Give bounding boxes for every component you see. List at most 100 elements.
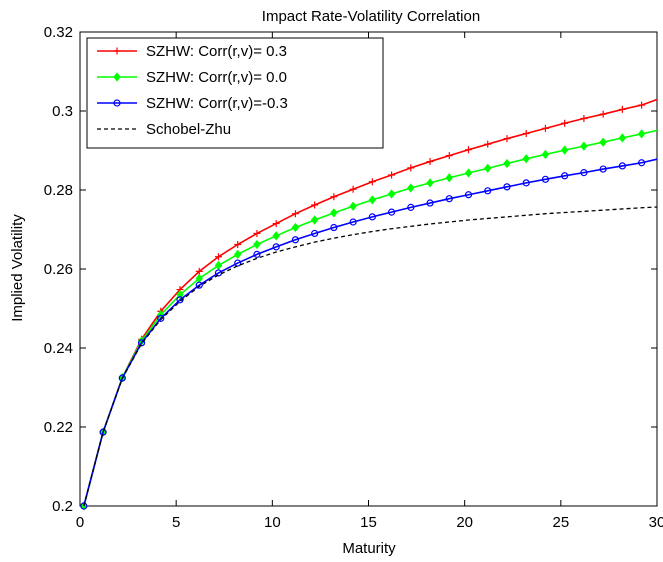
data-point	[580, 115, 588, 123]
data-point	[291, 210, 299, 218]
data-point	[445, 195, 453, 203]
x-tick-label: 30	[649, 514, 663, 531]
series-0	[80, 98, 658, 510]
data-point	[541, 124, 549, 132]
series-group	[80, 98, 658, 511]
legend: SZHW: Corr(r,v)= 0.3 SZHW: Corr(r,v)= 0.0…	[86, 37, 384, 149]
data-point	[349, 201, 357, 211]
data-point	[137, 339, 146, 347]
data-point	[387, 208, 396, 216]
data-point	[541, 149, 550, 160]
data-point	[330, 208, 338, 218]
data-point	[118, 374, 126, 382]
data-point	[368, 213, 376, 221]
data-point	[195, 281, 203, 289]
data-point	[426, 158, 434, 166]
data-point	[330, 193, 338, 201]
data-point	[368, 178, 376, 186]
data-point	[368, 195, 377, 205]
data-point	[253, 229, 261, 237]
data-point	[561, 119, 569, 127]
data-point	[560, 145, 569, 155]
data-point	[599, 137, 607, 147]
data-point	[272, 243, 280, 251]
data-point	[618, 162, 626, 170]
data-point	[522, 154, 530, 164]
series-1	[80, 129, 658, 511]
legend-entry: SZHW: Corr(r,v)=-0.3	[97, 95, 288, 112]
y-tick-label: 0.22	[44, 419, 73, 436]
data-point	[484, 187, 492, 195]
data-point	[407, 183, 415, 193]
data-point	[503, 158, 511, 169]
data-point	[445, 173, 453, 183]
x-tick-label: 10	[264, 514, 281, 531]
data-point	[234, 259, 242, 267]
data-point	[272, 220, 280, 228]
data-point	[637, 129, 646, 139]
data-point	[195, 267, 203, 275]
data-point	[157, 314, 165, 322]
y-tick-label: 0.32	[44, 24, 73, 41]
data-point	[291, 236, 300, 244]
y-tick-label: 0.26	[44, 261, 73, 278]
data-point	[349, 218, 357, 226]
data-point	[253, 250, 261, 258]
data-point	[214, 253, 222, 261]
data-point	[80, 502, 88, 510]
legend-label: SZHW: Corr(r,v)= 0.3	[146, 43, 287, 60]
x-axis-label: Maturity	[342, 540, 396, 557]
data-point	[503, 135, 511, 143]
data-point	[113, 99, 121, 107]
legend-label: SZHW: Corr(r,v)=-0.3	[146, 95, 288, 112]
data-point	[445, 152, 453, 160]
y-tick-label: 0.28	[44, 182, 73, 199]
series-2	[80, 158, 658, 510]
y-tick-label: 0.24	[44, 340, 73, 357]
x-tick-label: 15	[360, 514, 377, 531]
data-point	[561, 172, 569, 180]
series-line	[83, 158, 658, 507]
data-point	[484, 163, 492, 173]
data-point	[618, 133, 627, 143]
legend-label: SZHW: Corr(r,v)= 0.0	[146, 69, 287, 86]
legend-box	[86, 37, 384, 149]
data-point	[99, 428, 107, 436]
data-point	[426, 178, 434, 188]
series-line	[83, 206, 658, 507]
chart-title: Impact Rate-Volatility Correlation	[262, 8, 480, 25]
data-point	[599, 165, 607, 173]
data-point	[330, 223, 338, 232]
data-point	[349, 185, 357, 193]
data-point	[387, 189, 396, 199]
data-point	[638, 101, 646, 109]
data-point	[522, 130, 530, 138]
data-point	[580, 141, 588, 151]
data-point	[484, 140, 492, 148]
data-point	[234, 241, 242, 249]
data-point	[618, 105, 626, 113]
data-point	[503, 183, 511, 191]
legend-entry: SZHW: Corr(r,v)= 0.0	[97, 69, 287, 86]
data-point	[291, 222, 300, 233]
data-point	[113, 72, 121, 82]
data-point	[310, 215, 319, 225]
x-tick-label: 0	[76, 514, 84, 531]
data-point	[464, 191, 473, 199]
data-point	[388, 171, 396, 179]
data-point	[214, 260, 223, 271]
x-tick-label: 25	[552, 514, 569, 531]
series-line	[83, 98, 658, 507]
data-point	[522, 179, 530, 187]
data-point	[407, 164, 415, 172]
series-3	[83, 206, 658, 507]
x-tick-label: 20	[456, 514, 473, 531]
data-point	[113, 47, 121, 55]
data-point	[541, 175, 550, 183]
data-point	[599, 110, 607, 118]
data-point	[464, 168, 473, 178]
legend-label: Schobel-Zhu	[146, 121, 231, 138]
data-point	[407, 203, 415, 211]
data-point	[580, 169, 588, 177]
